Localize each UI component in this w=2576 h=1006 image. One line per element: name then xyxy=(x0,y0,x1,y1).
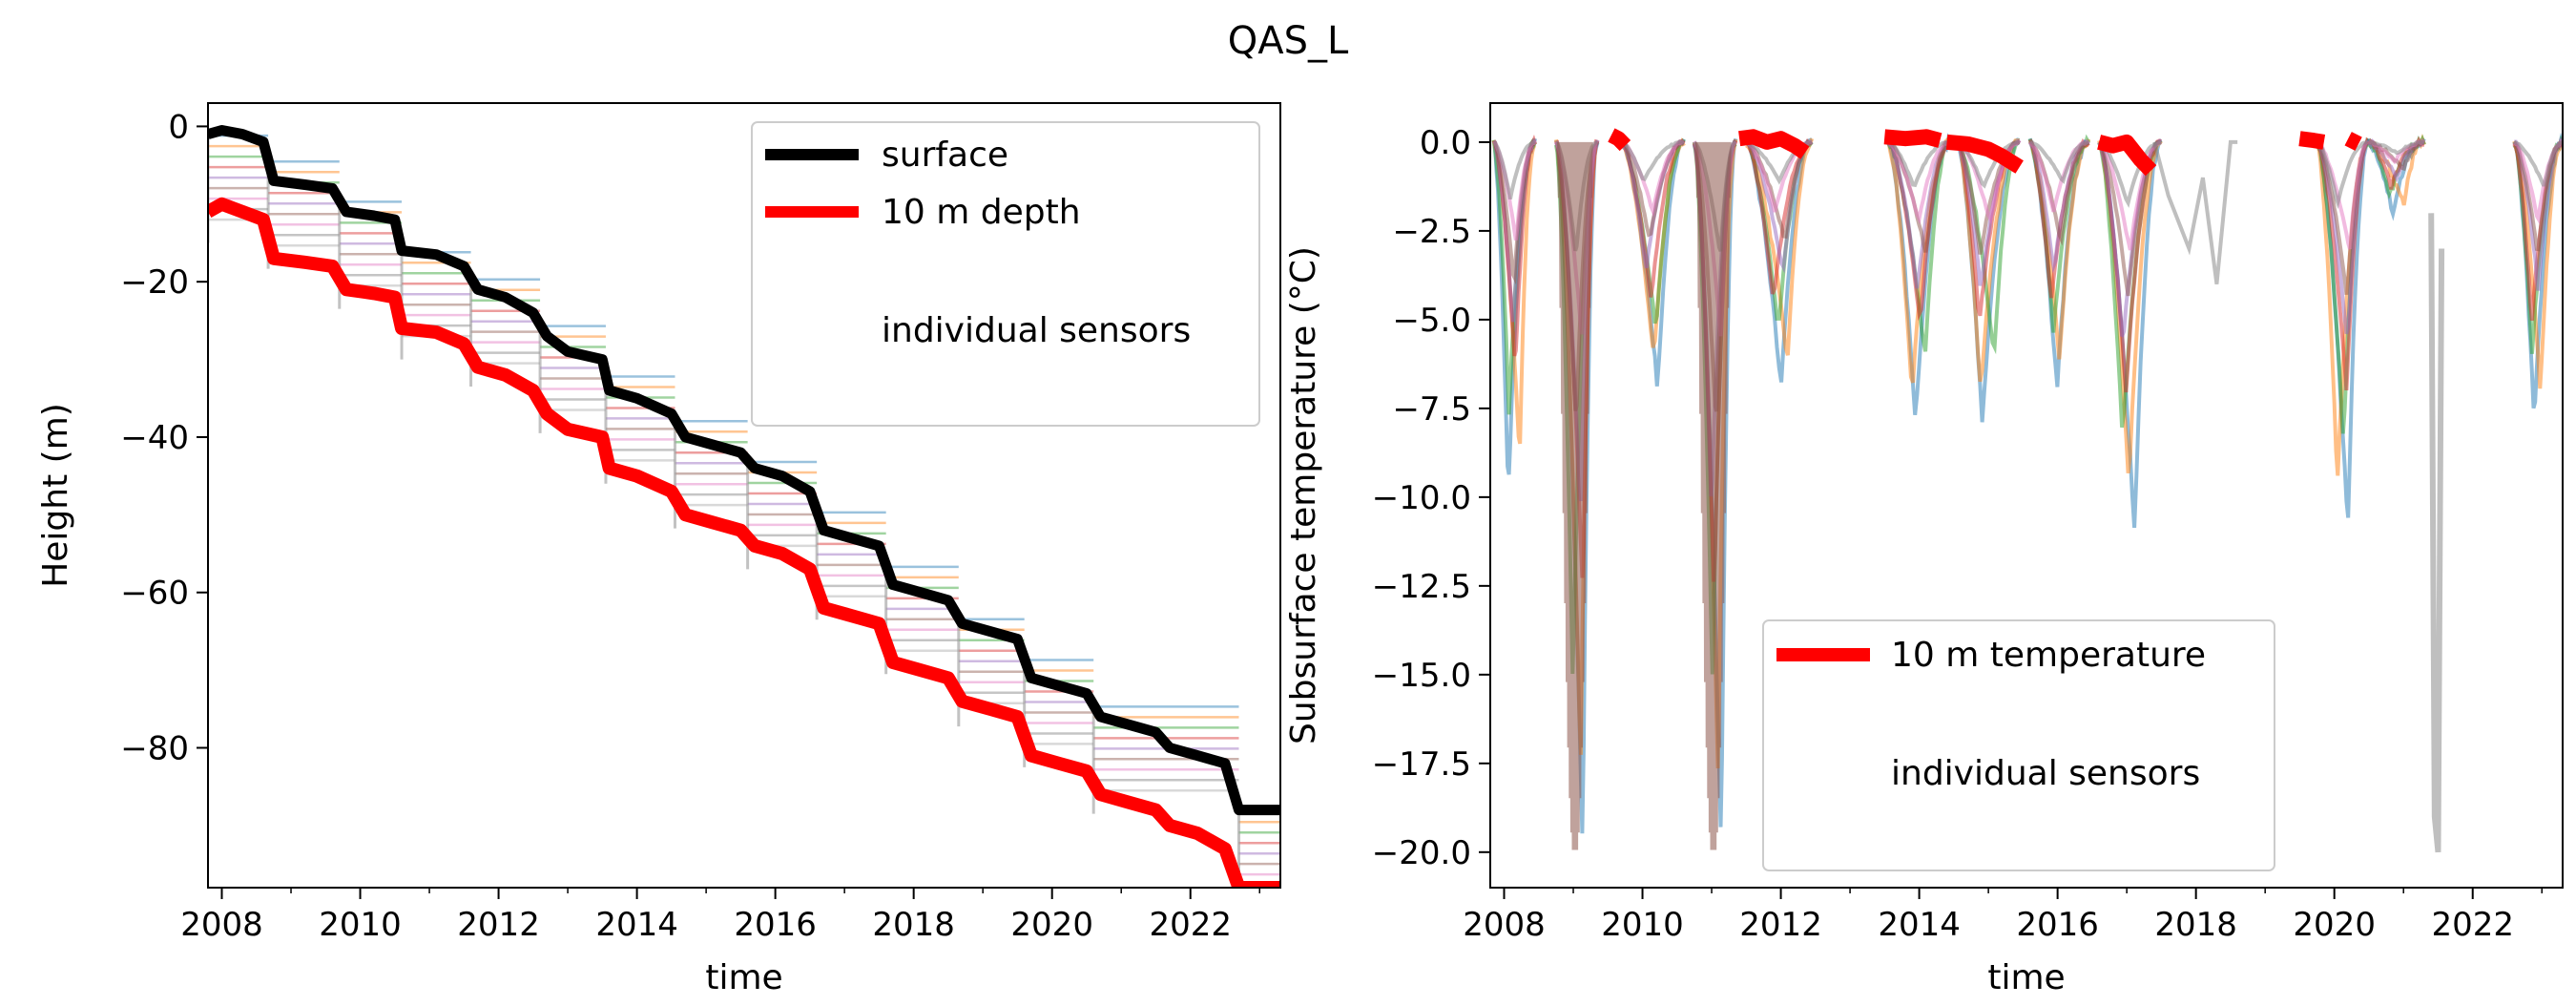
series-10m-temperature-segment xyxy=(2344,132,2362,151)
left-legend-box xyxy=(751,121,1260,427)
right-legend-box xyxy=(1762,619,2275,871)
right-x-tick-label: 2012 xyxy=(1739,906,1822,944)
right-y-axis: 0.0 −2.5 −5.0 −7.5 −10.0 −12.5 −15.0 −17.5 −20.0 xyxy=(1372,124,1490,872)
left-x-tick-label: 2010 xyxy=(319,906,402,944)
left-legend: surface 10 m depth individual sensors xyxy=(751,121,1260,427)
right-x-axis-label: time xyxy=(1987,958,2065,997)
right-y-tick-label: −20.0 xyxy=(1372,834,1471,872)
right-sensor-gray-line xyxy=(2152,139,2238,284)
right-sensor-lines xyxy=(1491,132,2563,853)
left-y-tick-label: −40 xyxy=(120,419,189,457)
left-axes-frame xyxy=(207,102,1281,889)
right-x-tick-label: 2014 xyxy=(1878,906,1961,944)
right-sensor-line xyxy=(1886,139,1951,225)
right-y-tick-label: −10.0 xyxy=(1372,479,1471,517)
right-sensor-line xyxy=(1620,139,1684,182)
right-x-tick-label: 2022 xyxy=(2431,906,2514,944)
right-x-tick-label: 2008 xyxy=(1463,906,1546,944)
series-10m-depth-line xyxy=(208,197,1280,888)
series-10m-temperature-segment xyxy=(1738,129,1810,159)
right-sensor-line xyxy=(2097,140,2162,251)
right-y-tick-label: −5.0 xyxy=(1392,302,1471,340)
right-x-tick-label: 2018 xyxy=(2154,906,2237,944)
right-x-tick-label: 2010 xyxy=(1601,906,1684,944)
right-series-group xyxy=(1608,128,2362,177)
figure-title: QAS_L xyxy=(1228,19,1349,63)
series-10m-temperature-segment xyxy=(1608,128,1631,152)
legend-label-individual-sensors: individual sensors xyxy=(882,311,1191,350)
left-sensor-lines xyxy=(208,134,1280,888)
right-y-tick-label: 0.0 xyxy=(1420,124,1471,162)
right-x-axis: 2008 2010 2012 2014 2016 2018 2020 2022 xyxy=(1463,888,2543,944)
right-legend: 10 m temperature individual sensors xyxy=(1762,619,2275,871)
left-y-tick-label: 0 xyxy=(168,108,189,146)
left-x-tick-label: 2008 xyxy=(180,906,263,944)
right-sensor-line xyxy=(2316,139,2370,210)
right-x-tick-label: 2016 xyxy=(2016,906,2099,944)
right-y-tick-label: −15.0 xyxy=(1372,657,1471,695)
left-y-tick-label: −60 xyxy=(120,575,189,613)
right-sensor-line xyxy=(2029,139,2090,184)
right-y-tick-label: −7.5 xyxy=(1392,390,1471,429)
series-10m-temperature-segment xyxy=(1883,129,1942,148)
left-y-tick-label: −80 xyxy=(120,730,189,768)
left-series-group xyxy=(208,125,1280,888)
right-sensor-line xyxy=(1956,139,2021,189)
right-y-axis-label: Subsurface temperature (°C) xyxy=(1284,246,1323,744)
right-sensor-line xyxy=(1887,140,1951,188)
right-y-tick-label: −17.5 xyxy=(1372,745,1471,784)
left-x-tick-label: 2014 xyxy=(595,906,678,944)
left-x-tick-label: 2018 xyxy=(872,906,955,944)
left-x-tick-label: 2020 xyxy=(1010,906,1093,944)
legend-label-surface: surface xyxy=(882,136,1008,175)
legend-label-10m-depth: 10 m depth xyxy=(882,193,1081,232)
left-x-tick-label: 2022 xyxy=(1149,906,1232,944)
right-sensor-line xyxy=(2097,139,2162,208)
right-axes-frame xyxy=(1489,102,2564,889)
right-sensor-line xyxy=(1493,139,1536,199)
right-sensor-gray-line xyxy=(2428,213,2445,853)
right-x-tick-label: 2020 xyxy=(2293,906,2376,944)
left-y-tick-label: −20 xyxy=(120,263,189,302)
left-x-tick-label: 2012 xyxy=(457,906,540,944)
series-10m-temperature-segment xyxy=(1945,134,2024,174)
legend-label-individual-sensors-right: individual sensors xyxy=(1891,754,2200,793)
left-y-axis-label: Height (m) xyxy=(36,403,75,588)
series-10m-temperature-segment xyxy=(2298,131,2326,150)
right-sensor-line xyxy=(2512,139,2563,187)
left-x-axis-label: time xyxy=(705,958,782,997)
right-sensor-oscillation-line xyxy=(1557,141,1593,850)
right-y-tick-label: −2.5 xyxy=(1392,213,1471,251)
legend-label-10m-temperature: 10 m temperature xyxy=(1891,636,2206,675)
right-y-tick-label: −12.5 xyxy=(1372,568,1471,606)
right-chart: 2008 2010 2012 2014 2016 2018 2020 2022 0.0 −2.5… xyxy=(1284,102,2564,997)
left-x-axis: 2008 2010 2012 2014 2016 2018 2020 2022 xyxy=(180,888,1260,944)
right-sensor-line xyxy=(1744,139,1814,274)
left-x-tick-label: 2016 xyxy=(734,906,817,944)
series-surface-line xyxy=(208,125,1280,816)
right-sensor-oscillation-line xyxy=(1695,141,1732,850)
series-10m-temperature-segment xyxy=(2097,134,2157,177)
right-sensor-line xyxy=(2367,139,2425,156)
left-y-axis: 0 −20 −40 −60 −80 xyxy=(120,108,208,768)
left-chart: 2008 2010 2012 2014 2016 2018 2020 2022 0 −20 −40… xyxy=(36,102,1281,997)
